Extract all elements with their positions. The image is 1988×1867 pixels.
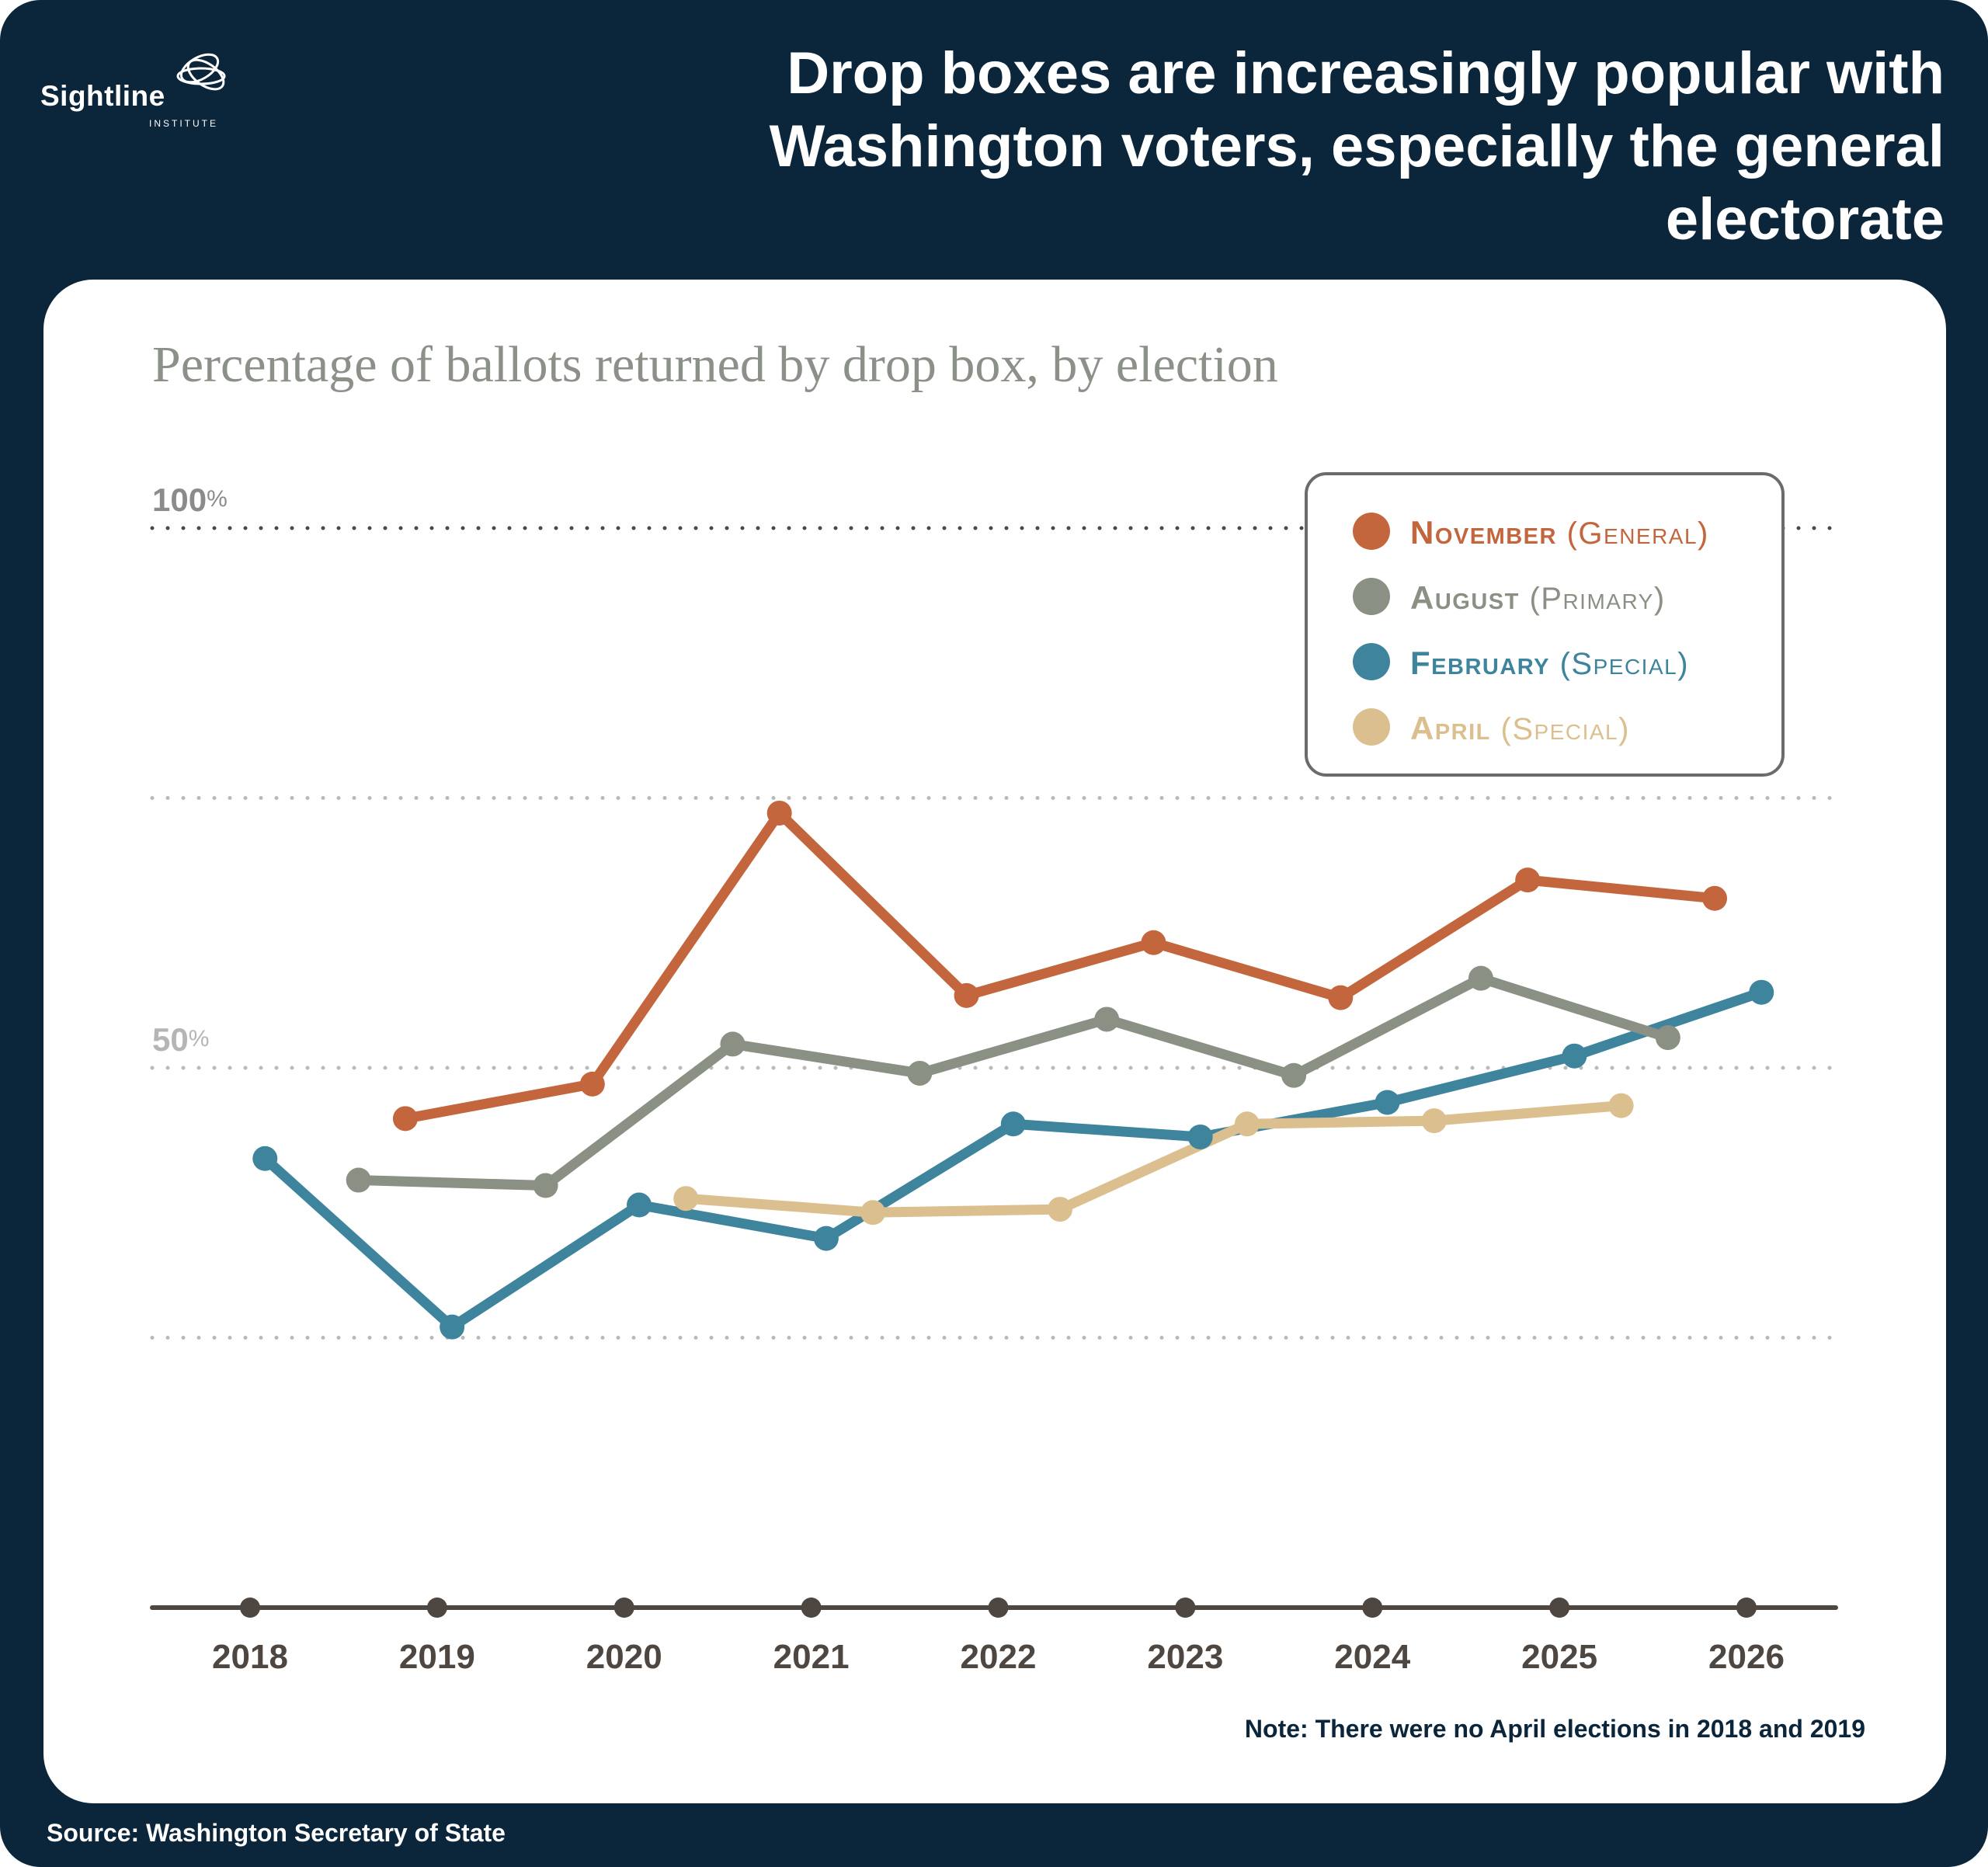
x-tick-dot <box>613 1598 634 1618</box>
data-point-november <box>954 982 979 1008</box>
data-point-april <box>860 1200 886 1226</box>
data-point-november <box>766 800 792 826</box>
data-point-february <box>1375 1090 1400 1115</box>
data-point-april <box>673 1186 699 1212</box>
data-point-august <box>907 1060 933 1086</box>
data-point-august <box>1655 1025 1680 1051</box>
data-point-april <box>1047 1197 1072 1222</box>
data-point-february <box>627 1192 652 1218</box>
legend-series-qualifier: (Special) <box>1490 712 1630 746</box>
data-point-august <box>720 1031 746 1057</box>
data-point-april <box>1608 1093 1634 1118</box>
data-point-november <box>1702 885 1728 911</box>
data-point-august <box>1094 1007 1120 1032</box>
x-tick-label: 2020 <box>586 1638 662 1676</box>
legend-series-qualifier: (General) <box>1556 516 1709 551</box>
x-tick-label: 2018 <box>212 1638 288 1676</box>
x-tick-dot <box>1549 1598 1570 1618</box>
x-tick-dot <box>801 1598 822 1618</box>
data-point-november <box>579 1071 605 1097</box>
data-point-february <box>440 1314 465 1340</box>
y-tick-label: 100% <box>152 482 228 518</box>
logo-subtitle: INSTITUTE <box>149 118 218 129</box>
legend-label: August (Primary) <box>1410 579 1666 617</box>
data-point-august <box>1468 965 1493 991</box>
x-tick-dot <box>1362 1598 1383 1618</box>
x-tick-dot <box>426 1598 447 1618</box>
data-point-february <box>252 1146 278 1171</box>
data-point-april <box>1421 1108 1447 1134</box>
legend-label: November (General) <box>1410 514 1709 551</box>
legend-swatch <box>1353 643 1390 680</box>
logo-name: Sightline <box>40 80 165 112</box>
x-tick-label: 2023 <box>1147 1638 1223 1676</box>
x-tick-dot <box>1736 1598 1757 1618</box>
data-point-april <box>1234 1111 1260 1137</box>
legend-swatch <box>1353 578 1390 615</box>
legend-series-name: April <box>1410 710 1491 746</box>
legend-series-name: February <box>1410 645 1550 681</box>
legend-series-name: November <box>1410 514 1557 551</box>
series-line-april <box>680 1100 1627 1218</box>
chart-note: Note: There were no April elections in 2… <box>1244 1715 1865 1743</box>
legend-label: April (Special) <box>1410 710 1630 747</box>
x-tick-dot <box>1175 1598 1196 1618</box>
legend-label: February (Special) <box>1410 645 1689 682</box>
x-tick-label: 2026 <box>1708 1638 1785 1676</box>
x-tick-label: 2021 <box>773 1638 850 1676</box>
legend-series-qualifier: (Special) <box>1549 647 1690 681</box>
series-line-august <box>353 973 1673 1191</box>
x-tick-dot <box>240 1598 260 1618</box>
x-tick-dot <box>988 1598 1009 1618</box>
chart-title: Percentage of ballots returned by drop b… <box>152 336 1278 393</box>
legend-swatch <box>1353 708 1390 746</box>
data-point-august <box>533 1173 558 1198</box>
x-tick-label: 2019 <box>399 1638 475 1676</box>
x-tick-label: 2025 <box>1521 1638 1597 1676</box>
x-tick-label: 2024 <box>1334 1638 1410 1676</box>
sightline-logo: Sightline INSTITUTE <box>40 45 227 130</box>
data-point-november <box>392 1106 418 1132</box>
data-point-november <box>1515 867 1541 893</box>
data-point-february <box>813 1226 839 1251</box>
data-point-february <box>1749 979 1774 1005</box>
data-point-august <box>346 1167 371 1193</box>
data-point-november <box>1141 930 1166 955</box>
series-line-november <box>400 808 1720 1124</box>
data-point-february <box>1187 1124 1213 1149</box>
source-credit: Source: Washington Secretary of State <box>47 1819 506 1847</box>
legend-series-qualifier: (Primary) <box>1519 582 1666 616</box>
data-point-february <box>1000 1111 1026 1137</box>
data-point-november <box>1328 985 1354 1010</box>
legend-swatch <box>1353 513 1390 550</box>
data-point-february <box>1562 1043 1587 1069</box>
x-tick-label: 2022 <box>961 1638 1037 1676</box>
y-tick-label: 50% <box>152 1021 209 1058</box>
legend: November (General) August (Primary) Februa… <box>1305 472 1785 777</box>
headline: Drop boxes are increasingly popular with… <box>769 40 1945 252</box>
legend-series-name: August <box>1410 579 1520 616</box>
data-point-august <box>1281 1062 1307 1088</box>
logo-mark-icon <box>176 53 226 91</box>
